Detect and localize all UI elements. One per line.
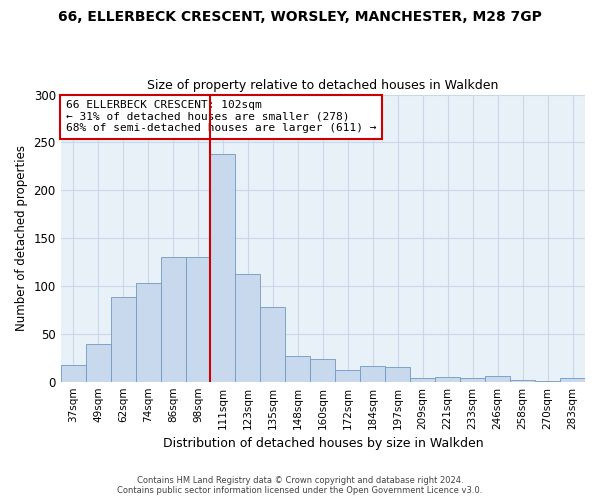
X-axis label: Distribution of detached houses by size in Walkden: Distribution of detached houses by size … — [163, 437, 483, 450]
Text: 66, ELLERBECK CRESCENT, WORSLEY, MANCHESTER, M28 7GP: 66, ELLERBECK CRESCENT, WORSLEY, MANCHES… — [58, 10, 542, 24]
Bar — [435, 377, 460, 382]
Bar — [86, 344, 110, 382]
Bar — [360, 366, 385, 382]
Bar — [410, 378, 435, 382]
Bar — [211, 154, 235, 382]
Bar — [136, 283, 161, 382]
Bar — [286, 356, 310, 382]
Title: Size of property relative to detached houses in Walkden: Size of property relative to detached ho… — [147, 79, 499, 92]
Bar — [260, 307, 286, 382]
Bar — [161, 258, 185, 382]
Bar — [185, 258, 211, 382]
Text: 66 ELLERBECK CRESCENT: 102sqm
← 31% of detached houses are smaller (278)
68% of : 66 ELLERBECK CRESCENT: 102sqm ← 31% of d… — [66, 100, 376, 134]
Bar — [310, 358, 335, 382]
Bar — [460, 378, 485, 382]
Bar — [110, 298, 136, 382]
Bar — [510, 380, 535, 382]
Bar — [385, 368, 410, 382]
Bar — [535, 380, 560, 382]
Bar — [485, 376, 510, 382]
Y-axis label: Number of detached properties: Number of detached properties — [15, 145, 28, 331]
Bar — [235, 274, 260, 382]
Bar — [61, 366, 86, 382]
Bar — [335, 370, 360, 382]
Text: Contains HM Land Registry data © Crown copyright and database right 2024.
Contai: Contains HM Land Registry data © Crown c… — [118, 476, 482, 495]
Bar — [560, 378, 585, 382]
